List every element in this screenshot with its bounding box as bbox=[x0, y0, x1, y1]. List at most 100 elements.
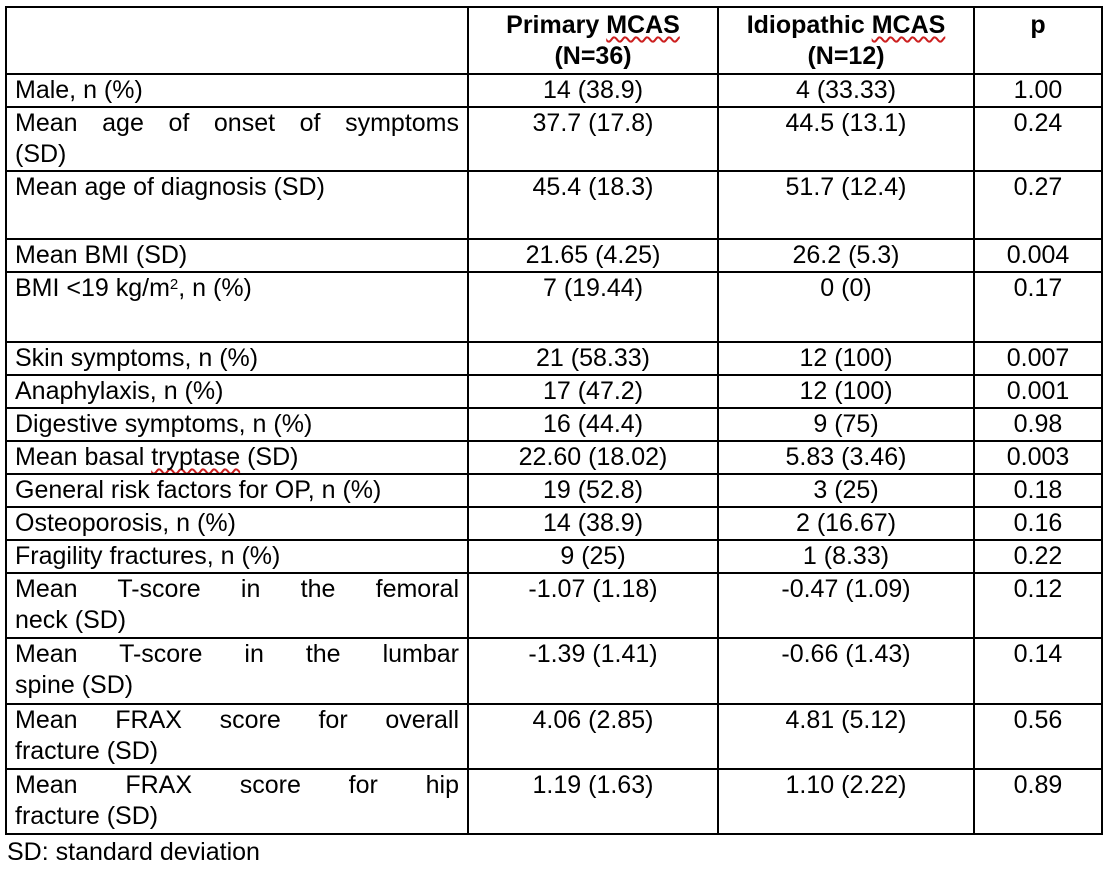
p-value: 0.89 bbox=[973, 768, 1103, 835]
idiopathic-mcas-value: 4.81 (5.12) bbox=[717, 703, 975, 770]
row-label-line: Fragility fractures, n (%) bbox=[15, 542, 459, 571]
text-segment: Mean FRAX score for overall bbox=[15, 706, 459, 734]
primary-mcas-value: 16 (44.4) bbox=[467, 407, 719, 442]
row-label: Digestive symptoms, n (%) bbox=[5, 407, 469, 442]
header-sample-size: (N=12) bbox=[807, 42, 885, 70]
row-label: Mean age of onset of symptoms (SD) bbox=[5, 106, 469, 172]
row-label: Anaphylaxis, n (%) bbox=[5, 374, 469, 409]
row-label: General risk factors for OP, n (%) bbox=[5, 473, 469, 508]
header-group-name: p bbox=[983, 10, 1093, 41]
row-label-line: Osteoporosis, n (%) bbox=[15, 509, 459, 538]
idiopathic-mcas-value: -0.66 (1.43) bbox=[717, 637, 975, 705]
header-group-name: Primary MCAS bbox=[477, 10, 709, 41]
text-segment: neck (SD) bbox=[15, 606, 127, 634]
primary-mcas-value: 19 (52.8) bbox=[467, 473, 719, 508]
text-segment: BMI <19 kg/m bbox=[15, 274, 170, 302]
row-label-line: Mean basal tryptase (SD) bbox=[15, 443, 459, 472]
text-segment: fracture (SD) bbox=[15, 737, 159, 765]
text-segment: (SD) bbox=[15, 140, 67, 168]
primary-mcas-value: 45.4 (18.3) bbox=[467, 170, 719, 240]
text-segment: Mean age of diagnosis (SD) bbox=[15, 173, 325, 201]
text-segment: Primary bbox=[506, 11, 607, 39]
idiopathic-mcas-value: 0 (0) bbox=[717, 271, 975, 343]
table-row: General risk factors for OP, n (%) 19 (52… bbox=[5, 473, 1103, 508]
p-value: 0.98 bbox=[973, 407, 1103, 442]
text-segment: fracture (SD) bbox=[15, 802, 159, 830]
idiopathic-mcas-value: 9 (75) bbox=[717, 407, 975, 442]
header-corner-cell bbox=[5, 6, 469, 75]
primary-mcas-value: 4.06 (2.85) bbox=[467, 703, 719, 770]
row-label: Mean FRAX score for overall fracture (SD) bbox=[5, 703, 469, 770]
idiopathic-mcas-value: 1.10 (2.22) bbox=[717, 768, 975, 835]
table-row: Skin symptoms, n (%) 21 (58.33) 12 (100) 0.… bbox=[5, 341, 1103, 376]
p-value: 0.27 bbox=[973, 170, 1103, 240]
row-label-line: BMI <19 kg/m2, n (%) bbox=[15, 274, 459, 304]
text-segment: Mean basal bbox=[15, 443, 152, 471]
p-value: 0.007 bbox=[973, 341, 1103, 376]
primary-mcas-value: 7 (19.44) bbox=[467, 271, 719, 343]
idiopathic-mcas-value: 51.7 (12.4) bbox=[717, 170, 975, 240]
table-row: Mean basal tryptase (SD) 22.60 (18.02) 5.8… bbox=[5, 440, 1103, 475]
table-row: Mean FRAX score for hip fracture (SD) 1.19… bbox=[5, 768, 1103, 835]
idiopathic-mcas-value: 4 (33.33) bbox=[717, 73, 975, 108]
table-row: Mean T-score in the lumbar spine (SD) -1.3… bbox=[5, 637, 1103, 705]
primary-mcas-value: 17 (47.2) bbox=[467, 374, 719, 409]
text-segment: General risk factors for OP, n (%) bbox=[15, 476, 382, 504]
table-row: Mean age of onset of symptoms (SD) 37.7 (1… bbox=[5, 106, 1103, 172]
text-segment: Mean age of onset of symptoms bbox=[15, 109, 459, 137]
row-label-line: Digestive symptoms, n (%) bbox=[15, 410, 459, 439]
text-segment: Idiopathic bbox=[746, 11, 872, 39]
p-value: 0.14 bbox=[973, 637, 1103, 705]
idiopathic-mcas-value: 5.83 (3.46) bbox=[717, 440, 975, 475]
header-idiopathic-mcas: Idiopathic MCAS (N=12) bbox=[717, 6, 975, 75]
comparison-table: Primary MCAS (N=36) Idiopathic MCAS (N=12) p… bbox=[5, 6, 1103, 835]
text-segment: Fragility fractures, n (%) bbox=[15, 542, 281, 570]
table-body: Male, n (%) 14 (38.9) 4 (33.33) 1.00 Mean ag… bbox=[5, 73, 1103, 835]
row-label-line: Mean age of onset of symptoms bbox=[15, 109, 459, 139]
primary-mcas-value: 37.7 (17.8) bbox=[467, 106, 719, 172]
p-value: 1.00 bbox=[973, 73, 1103, 108]
p-value: 0.003 bbox=[973, 440, 1103, 475]
text-segment: Skin symptoms, n (%) bbox=[15, 344, 259, 372]
row-label: Male, n (%) bbox=[5, 73, 469, 108]
row-label: Mean BMI (SD) bbox=[5, 238, 469, 273]
row-label-line: Mean BMI (SD) bbox=[15, 241, 459, 270]
table-row: Mean FRAX score for overall fracture (SD)… bbox=[5, 703, 1103, 770]
header-sample-size: (N=36) bbox=[554, 42, 632, 70]
p-value: 0.004 bbox=[973, 238, 1103, 273]
primary-mcas-value: 14 (38.9) bbox=[467, 73, 719, 108]
text-segment: Osteoporosis, n (%) bbox=[15, 509, 236, 537]
row-label-line: (SD) bbox=[15, 139, 459, 169]
row-label-line: Mean T-score in the femoral bbox=[15, 575, 459, 605]
spellcheck-squiggle-word: tryptase bbox=[151, 443, 241, 471]
row-label: Osteoporosis, n (%) bbox=[5, 506, 469, 541]
p-value: 0.18 bbox=[973, 473, 1103, 508]
header-group-name: Idiopathic MCAS bbox=[727, 10, 965, 41]
row-label-line: Mean FRAX score for overall bbox=[15, 706, 459, 736]
table-row: Mean BMI (SD) 21.65 (4.25) 26.2 (5.3) 0.004 bbox=[5, 238, 1103, 273]
table-row: Male, n (%) 14 (38.9) 4 (33.33) 1.00 bbox=[5, 73, 1103, 108]
text-segment: (SD) bbox=[240, 443, 299, 471]
primary-mcas-value: -1.39 (1.41) bbox=[467, 637, 719, 705]
row-label-line: fracture (SD) bbox=[15, 801, 459, 832]
p-value: 0.001 bbox=[973, 374, 1103, 409]
text-segment: Anaphylaxis, n (%) bbox=[15, 377, 224, 405]
idiopathic-mcas-value: -0.47 (1.09) bbox=[717, 572, 975, 639]
text-segment: Digestive symptoms, n (%) bbox=[15, 410, 313, 438]
primary-mcas-value: 1.19 (1.63) bbox=[467, 768, 719, 835]
p-value: 0.24 bbox=[973, 106, 1103, 172]
header-primary-mcas: Primary MCAS (N=36) bbox=[467, 6, 719, 75]
row-label: Mean T-score in the lumbar spine (SD) bbox=[5, 637, 469, 705]
primary-mcas-value: 9 (25) bbox=[467, 539, 719, 574]
row-label-line: Male, n (%) bbox=[15, 76, 459, 105]
primary-mcas-value: 21 (58.33) bbox=[467, 341, 719, 376]
text-segment: Mean FRAX score for hip bbox=[15, 771, 459, 799]
row-label-line: fracture (SD) bbox=[15, 736, 459, 767]
row-label: Mean T-score in the femoral neck (SD) bbox=[5, 572, 469, 639]
text-segment: spine (SD) bbox=[15, 671, 134, 699]
row-label-line: spine (SD) bbox=[15, 670, 459, 701]
p-value: 0.16 bbox=[973, 506, 1103, 541]
text-segment: Mean T-score in the lumbar bbox=[15, 640, 459, 668]
primary-mcas-value: 21.65 (4.25) bbox=[467, 238, 719, 273]
